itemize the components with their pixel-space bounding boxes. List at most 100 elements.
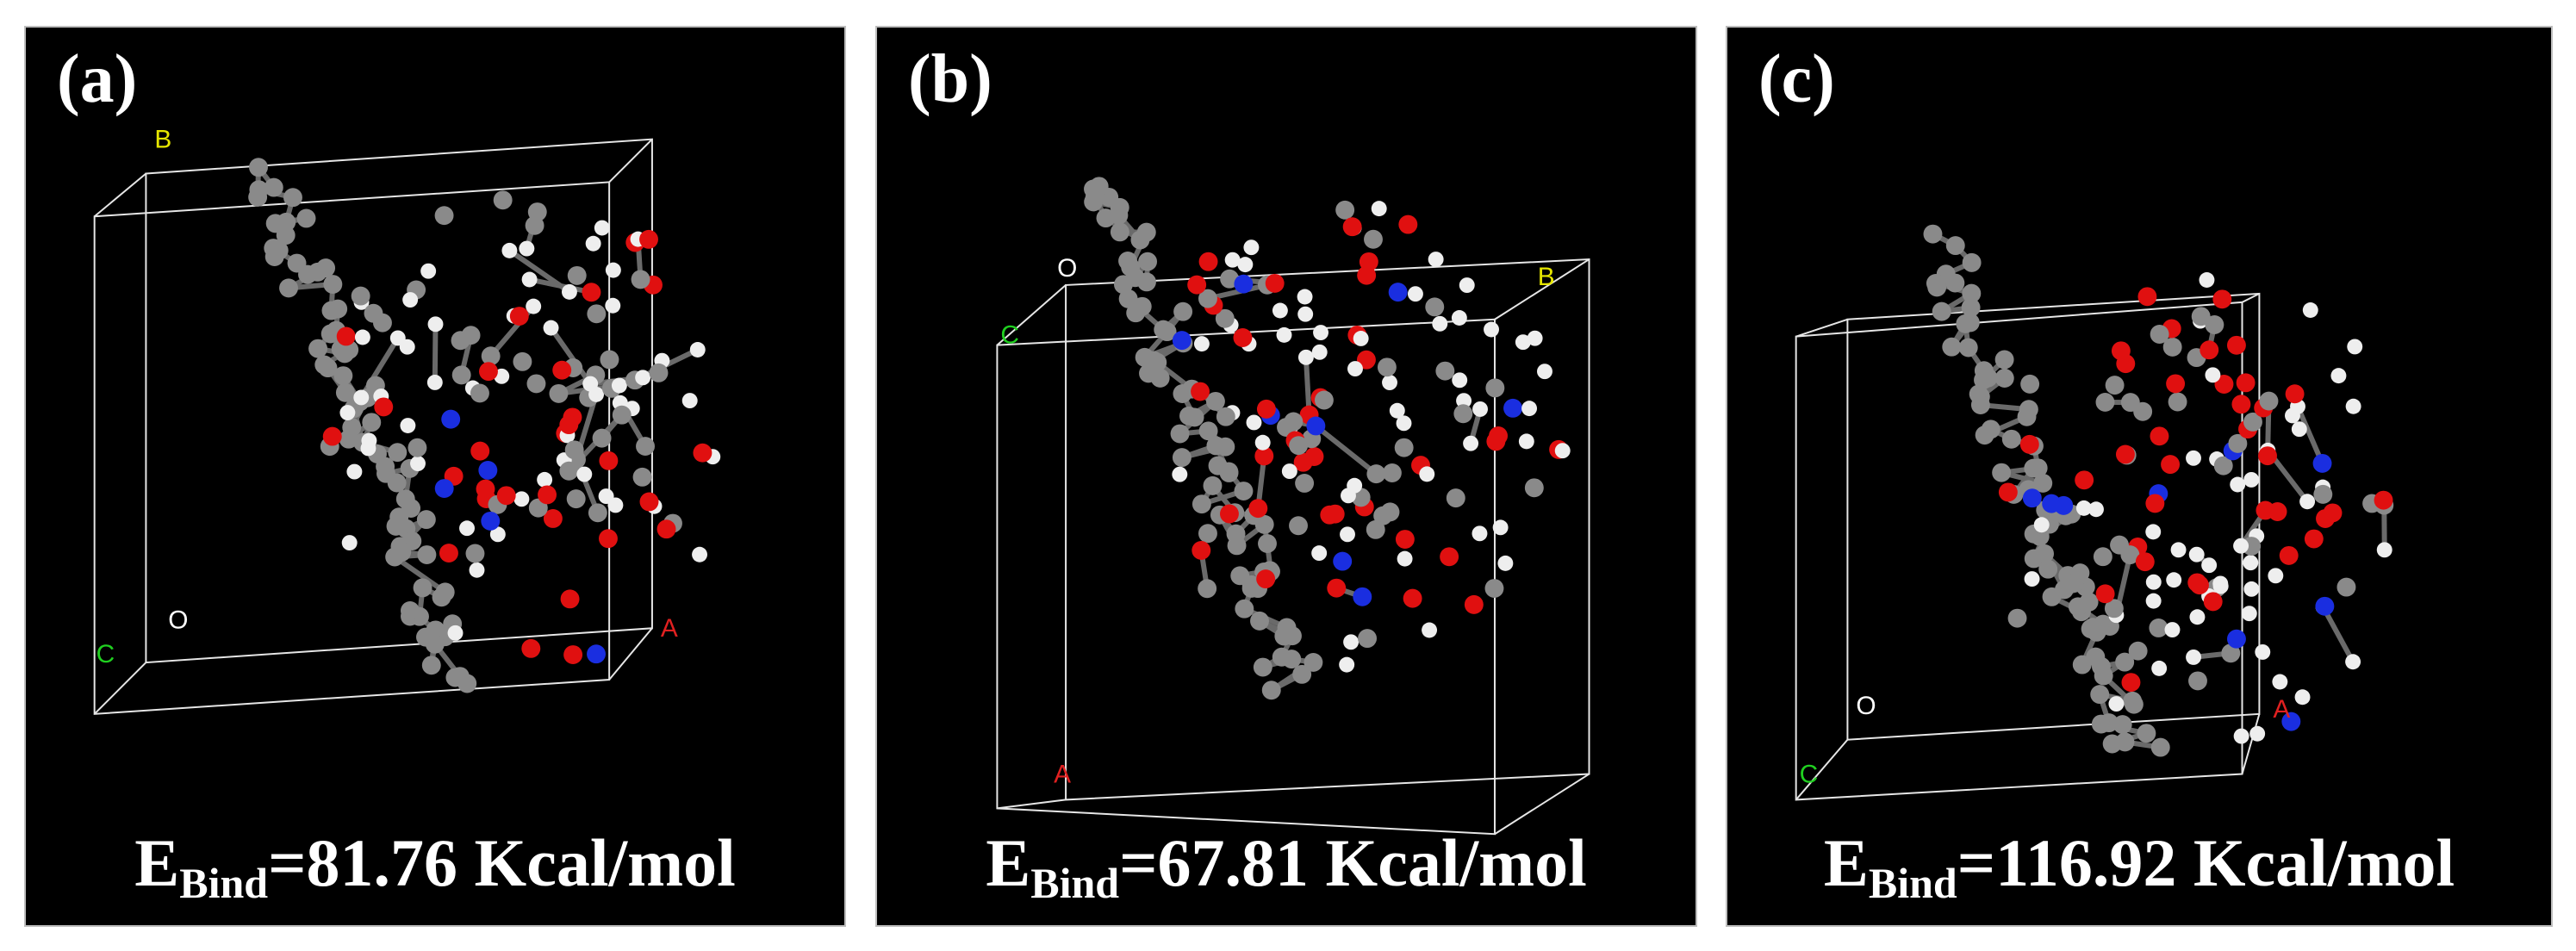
atom — [563, 645, 583, 665]
atom — [1110, 222, 1129, 242]
atom — [1380, 502, 1400, 522]
atom — [607, 497, 624, 513]
atom — [521, 271, 538, 288]
atom — [1293, 452, 1313, 472]
atom — [481, 511, 501, 531]
atom — [1359, 252, 1378, 271]
atom — [479, 362, 498, 382]
atom — [1419, 466, 1435, 482]
atom — [439, 544, 458, 563]
atom — [1956, 314, 1976, 333]
atom — [1451, 310, 1467, 326]
atom — [552, 360, 572, 380]
atom — [264, 177, 283, 197]
atom — [2168, 392, 2187, 412]
atom — [1085, 188, 1104, 208]
atom — [360, 440, 376, 457]
atom — [427, 316, 444, 333]
atom — [1456, 393, 1472, 409]
atom — [1489, 426, 1508, 445]
atom — [1136, 222, 1156, 242]
atom — [1923, 224, 1943, 244]
atom — [1157, 322, 1177, 342]
atom — [1388, 283, 1408, 302]
atom — [1109, 205, 1129, 225]
atom — [1203, 476, 1223, 495]
atom — [1325, 504, 1345, 524]
binding-energy: EBind=116.92 Kcal/mol — [1823, 825, 2455, 907]
atom — [1113, 275, 1133, 295]
atom — [1994, 350, 2014, 370]
atom — [322, 426, 342, 446]
atom — [2212, 289, 2232, 309]
atom — [2312, 453, 2332, 473]
atom — [2137, 287, 2157, 307]
atom — [1241, 578, 1261, 598]
atom — [2203, 592, 2223, 612]
atom — [1246, 414, 1262, 431]
atom — [2330, 368, 2347, 384]
atom — [1932, 301, 1951, 321]
atom — [2145, 593, 2162, 609]
atom — [354, 329, 370, 345]
atom — [2299, 494, 2316, 510]
atom — [1459, 277, 1475, 294]
atom — [1942, 337, 1962, 357]
atom — [1282, 650, 1302, 669]
atom — [1198, 579, 1217, 599]
atom — [592, 428, 612, 448]
atom — [2272, 674, 2288, 690]
atom — [599, 451, 619, 470]
atom — [2188, 546, 2205, 563]
atom — [2228, 433, 2248, 453]
atom — [1382, 375, 1397, 391]
atom — [1297, 349, 1314, 365]
atom — [599, 529, 618, 549]
atom — [527, 202, 547, 221]
atom — [2162, 337, 2182, 357]
atom — [493, 190, 513, 210]
atom — [1132, 296, 1152, 316]
atom — [1992, 463, 2012, 482]
atom — [1521, 401, 1538, 417]
atom — [2212, 575, 2229, 592]
atom — [564, 440, 584, 460]
atom — [1397, 550, 1413, 567]
atom — [1233, 328, 1253, 347]
atom — [1253, 657, 1272, 677]
atom — [2281, 712, 2301, 731]
atom — [538, 485, 557, 505]
atom — [2093, 547, 2112, 567]
atom — [1281, 463, 1297, 480]
atom — [2090, 685, 2110, 705]
atom — [2145, 494, 2165, 513]
axis-label-o: O — [168, 606, 188, 634]
atom — [1435, 361, 1455, 381]
axis-label-b: B — [154, 126, 171, 154]
atom — [2227, 629, 2246, 649]
axis-label-o: O — [1057, 254, 1077, 283]
bond — [393, 555, 447, 594]
atom — [341, 535, 358, 551]
atom — [351, 286, 370, 306]
atom — [585, 235, 601, 252]
atom — [600, 350, 619, 370]
atom — [1422, 622, 1438, 638]
atom — [1339, 656, 1355, 673]
atom — [2151, 660, 2168, 676]
atom — [2233, 728, 2249, 744]
atom — [1150, 368, 1170, 388]
atom — [1970, 395, 1990, 414]
atom — [2190, 575, 2209, 595]
axis-label-c: C — [96, 640, 115, 668]
atom — [1206, 436, 1226, 456]
atom — [567, 265, 587, 285]
atom — [1306, 416, 1326, 436]
axis-label-a: A — [2273, 695, 2290, 724]
atom — [2213, 456, 2233, 476]
atom — [1353, 587, 1372, 606]
atom — [1118, 289, 1138, 308]
atom — [1389, 402, 1405, 419]
atom — [1272, 302, 1288, 319]
atom — [2038, 559, 2058, 579]
